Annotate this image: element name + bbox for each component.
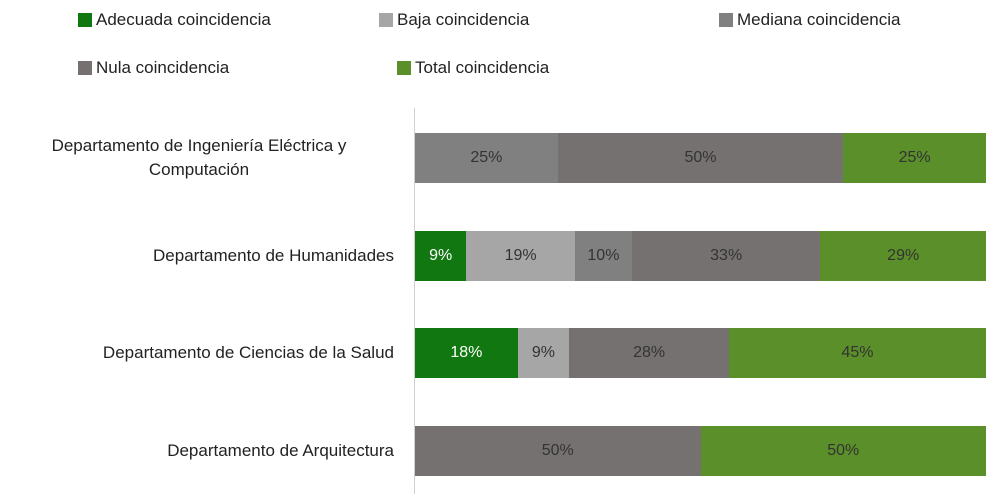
legend-label: Adecuada coincidencia — [96, 10, 271, 29]
category-label-text: Departamento de Ciencias de la Salud — [102, 343, 394, 362]
bar-segment: 25% — [843, 133, 986, 183]
data-label: 9% — [531, 344, 556, 361]
legend-swatch — [379, 13, 393, 27]
bar-segment: 10% — [574, 230, 632, 281]
legend-label: Nula coincidencia — [96, 58, 230, 77]
legend-item: Adecuada coincidencia — [78, 9, 271, 31]
bar-segment: 29% — [820, 230, 986, 281]
legend-item: Baja coincidencia — [379, 9, 529, 31]
bar-segment: 45% — [729, 328, 986, 378]
bar-segment: 28% — [569, 328, 730, 378]
legend-swatch — [78, 13, 92, 27]
data-label: 50% — [827, 441, 860, 459]
legend-item: Mediana coincidencia — [719, 9, 901, 31]
data-label: 28% — [633, 344, 666, 361]
category-label: Departamento de Arquitectura — [4, 421, 394, 481]
legend-label: Total coincidencia — [415, 58, 550, 77]
bar-segment: 50% — [557, 133, 844, 183]
legend-item: Nula coincidencia — [78, 57, 229, 79]
category-label: Departamento de Ciencias de la Salud — [4, 323, 394, 383]
legend-label: Baja coincidencia — [397, 10, 530, 29]
data-label: 45% — [841, 344, 874, 361]
category-label: Departamento de Humanidades — [4, 226, 394, 286]
data-label: 10% — [587, 246, 620, 264]
axis-line — [414, 108, 415, 494]
bar-segment: 33% — [631, 230, 821, 281]
legend-label: Mediana coincidencia — [737, 10, 901, 29]
bar-segment: 9% — [415, 230, 467, 281]
bar-segment: 50% — [700, 425, 986, 476]
data-label: 33% — [710, 246, 743, 264]
category-label-text: Departamento de Arquitectura — [167, 440, 394, 460]
bar-segment: 25% — [415, 133, 558, 183]
data-label: 50% — [684, 149, 717, 166]
data-label: 25% — [470, 149, 503, 166]
data-label: 29% — [887, 246, 920, 264]
legend-swatch — [397, 61, 411, 75]
category-label-text: Departamento de Humanidades — [153, 245, 394, 265]
category-label: Departamento de Ingeniería Eléctrica y C… — [4, 128, 394, 188]
data-label: 25% — [898, 149, 931, 166]
bar-segment: 50% — [415, 425, 701, 476]
data-label: 50% — [541, 441, 574, 459]
bar-segment: 18% — [415, 328, 518, 378]
legend-item: Total coincidencia — [397, 57, 549, 79]
bar-segment: 9% — [517, 328, 570, 378]
data-label: 18% — [450, 344, 483, 361]
bar-segment: 19% — [466, 230, 575, 281]
category-label-text: Departamento de Ingeniería Eléctrica y C… — [51, 136, 347, 179]
legend-swatch — [78, 61, 92, 75]
data-label: 9% — [429, 246, 453, 264]
legend-swatch — [719, 13, 733, 27]
data-label: 19% — [504, 246, 537, 264]
